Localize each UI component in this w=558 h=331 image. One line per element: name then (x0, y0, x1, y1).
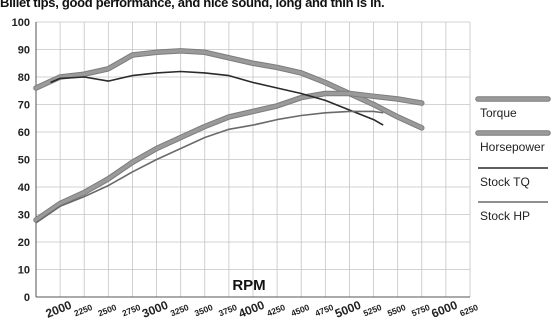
x-tick-label: 3500 (193, 302, 215, 318)
y-tick-label: 50 (18, 155, 30, 167)
y-tick-label: 0 (24, 292, 30, 304)
legend-torque-label: Torque (480, 106, 517, 120)
y-tick-label: 10 (18, 265, 30, 277)
x-tick-label: 2250 (72, 302, 94, 318)
x-tick-label: 2750 (121, 302, 143, 318)
legend-horsepower-label: Horsepower (480, 140, 545, 154)
horsepower-line (34, 91, 424, 222)
series-lines (33, 48, 425, 224)
x-tick-label: 3000 (140, 298, 170, 321)
x-tick-label: 4250 (265, 302, 287, 318)
y-tick-label: 90 (18, 45, 30, 57)
x-tick-label: 6000 (429, 298, 459, 321)
x-tick-label: 4500 (289, 302, 311, 318)
x-axis-label: RPM (232, 277, 265, 294)
x-tick-label: 3750 (217, 302, 239, 318)
y-tick-labels: 0 10 20 30 40 50 60 70 80 90 100 (12, 17, 30, 304)
x-tick-label: 5000 (333, 298, 363, 321)
legend-stock-tq-label: Stock TQ (480, 175, 530, 189)
x-tick-label: 3250 (169, 302, 191, 318)
y-tick-label: 60 (18, 127, 30, 139)
x-tick-label: 5250 (362, 302, 384, 318)
legend-stock-hp-label: Stock HP (480, 209, 530, 223)
stock-tq-line (50, 70, 384, 126)
x-tick-label: 6250 (458, 302, 480, 318)
x-tick-label: 4000 (236, 298, 266, 321)
x-tick-label: 2500 (97, 302, 119, 318)
axes (35, 22, 470, 298)
x-tick-label: 5500 (386, 302, 408, 318)
chart-title: Billet tips, good performance, and nice … (0, 0, 385, 10)
x-tick-label: 5750 (410, 302, 432, 318)
x-tick-label: 4750 (314, 302, 336, 318)
y-tick-label: 80 (18, 72, 30, 84)
y-tick-label: 20 (18, 237, 30, 249)
stock-hp-line (35, 110, 384, 224)
y-tick-label: 40 (18, 182, 30, 194)
y-tick-label: 30 (18, 210, 30, 222)
legend: Torque Horsepower Stock TQ Stock HP (475, 96, 551, 223)
x-tick-label: 2000 (44, 298, 74, 321)
y-tick-label: 100 (12, 17, 30, 29)
y-tick-label: 70 (18, 100, 30, 112)
